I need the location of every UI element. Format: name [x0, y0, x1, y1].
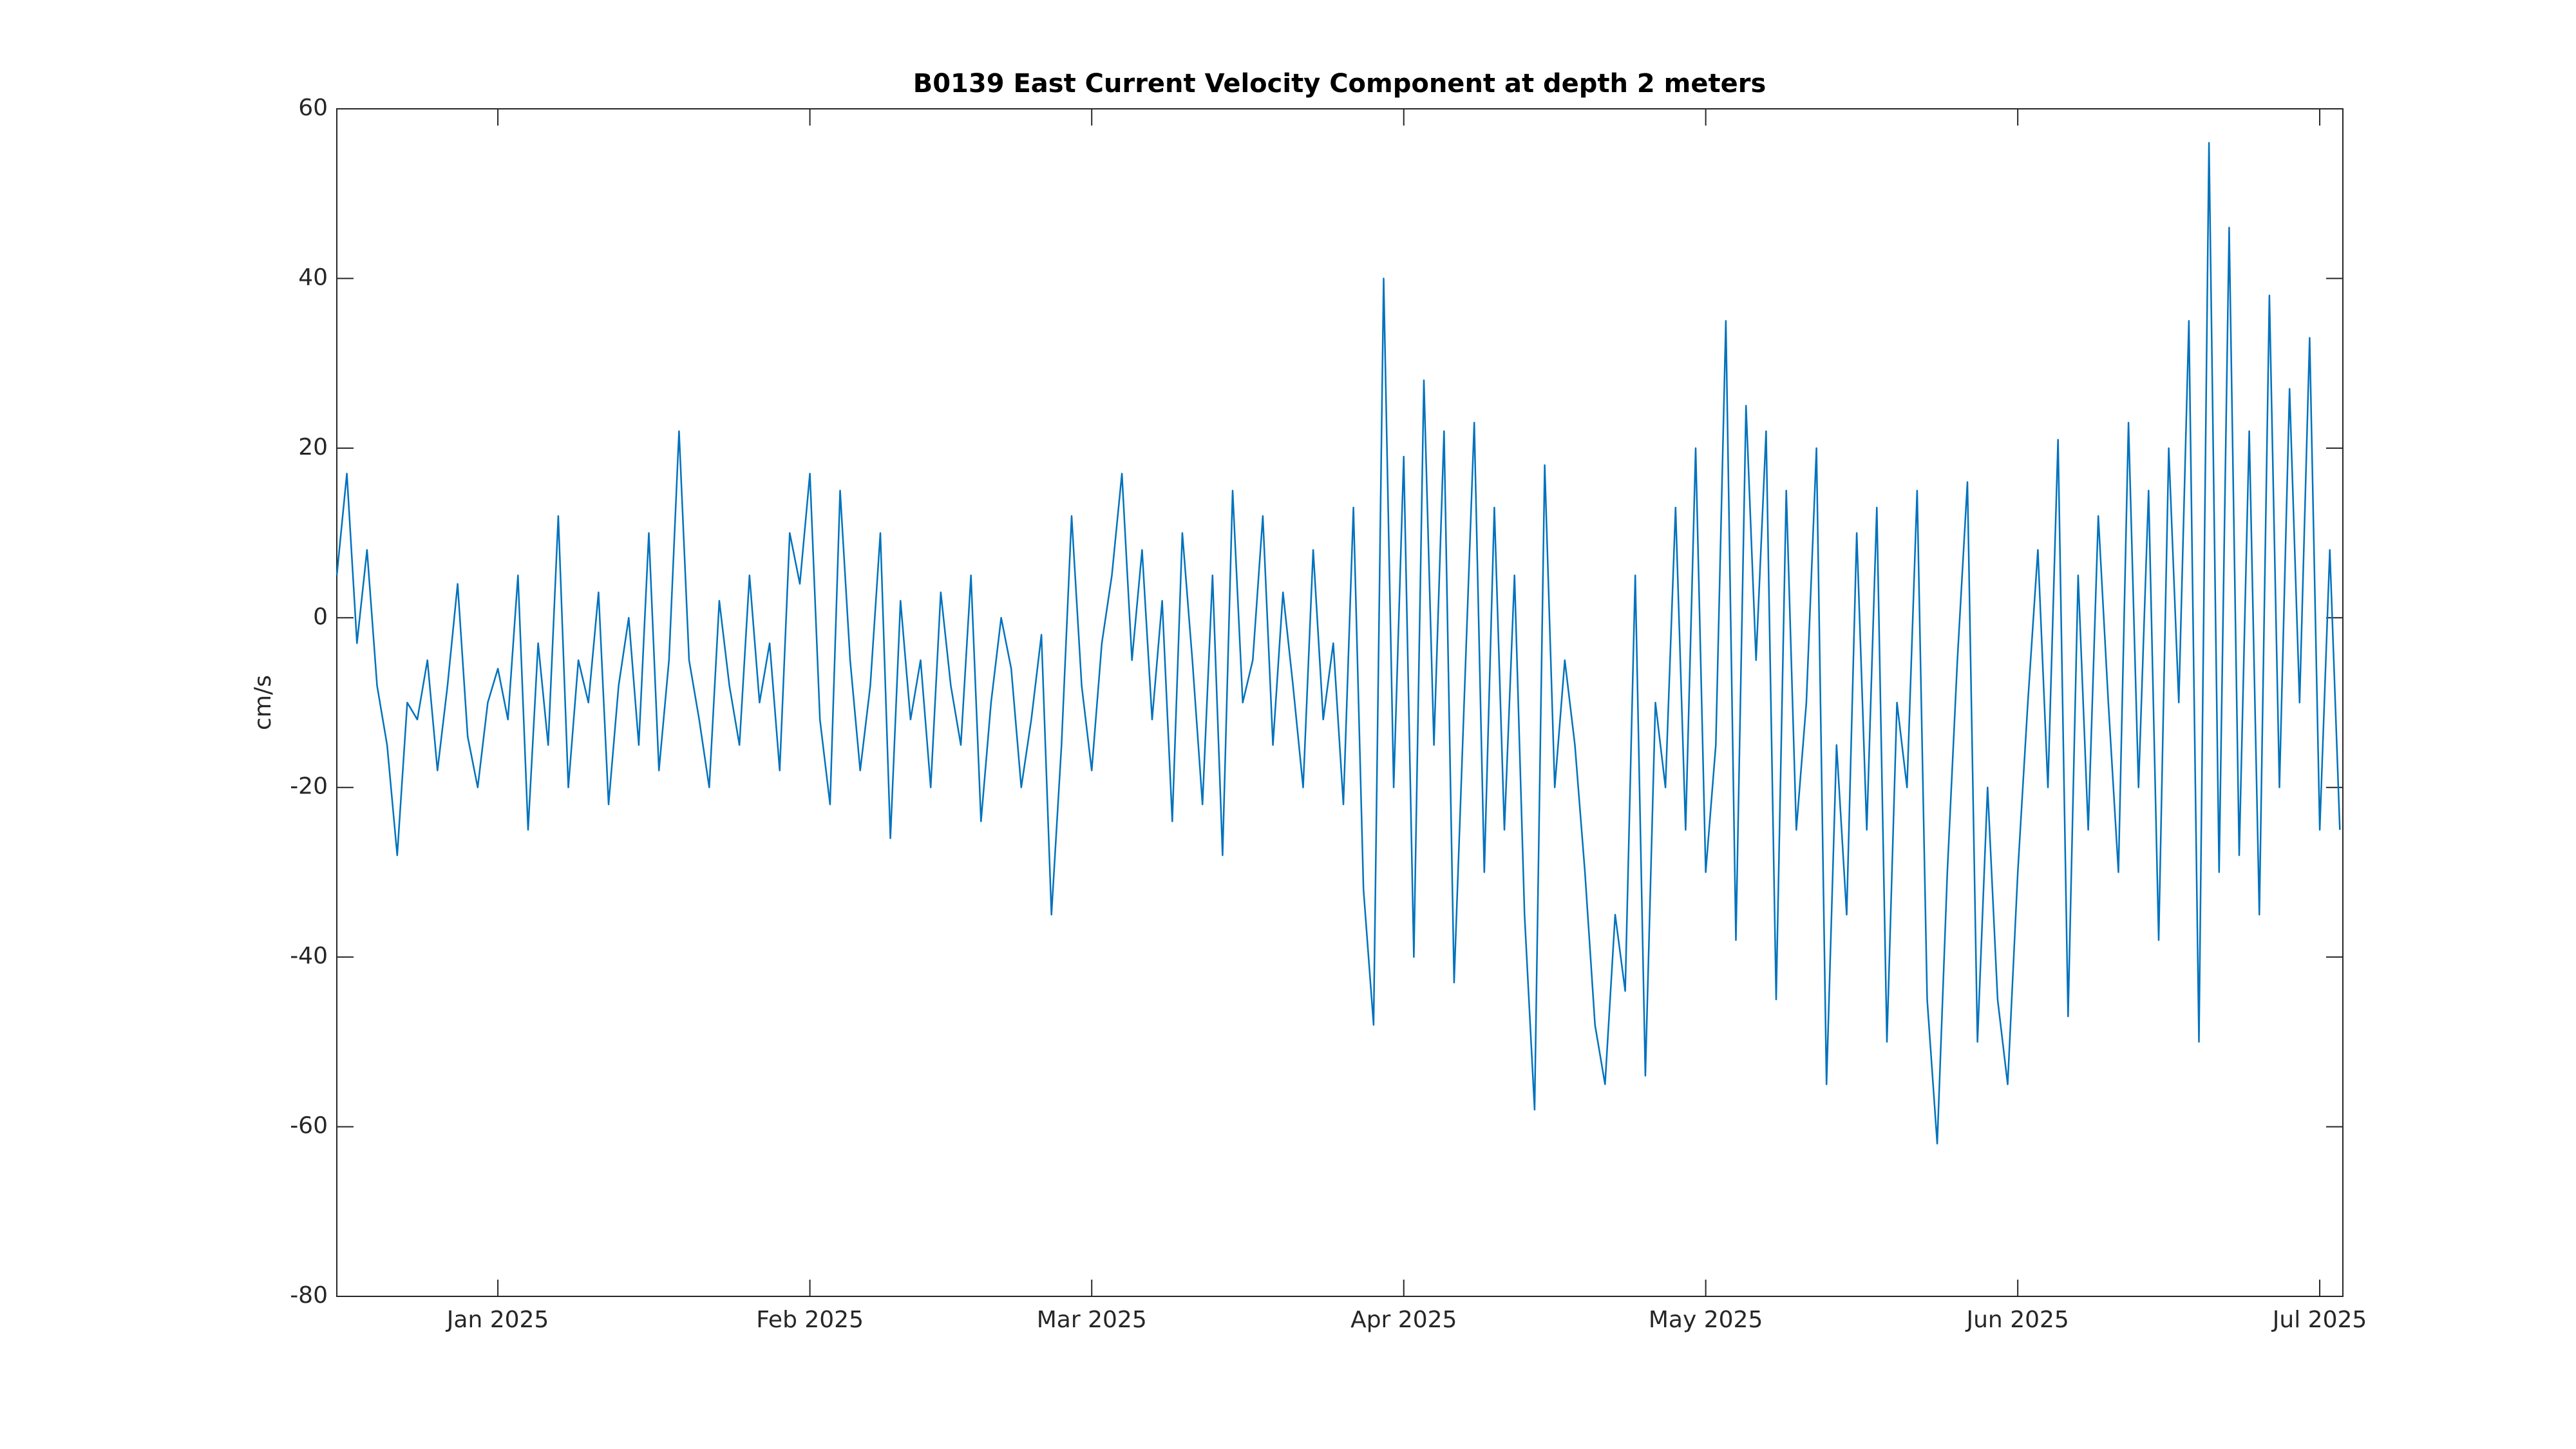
x-tick-label: May 2025: [1649, 1307, 1763, 1333]
y-tick-label: 0: [313, 603, 328, 630]
y-tick-label: -20: [290, 773, 328, 800]
x-tick-label: Mar 2025: [1037, 1307, 1147, 1333]
data-line: [336, 142, 2341, 1145]
x-tick-label: Jun 2025: [1965, 1307, 2069, 1333]
y-axis-label: cm/s: [250, 675, 276, 730]
x-tick-label: Feb 2025: [756, 1307, 864, 1333]
x-tick-label: Jul 2025: [2271, 1307, 2367, 1333]
y-tick-label: 20: [298, 434, 328, 460]
x-tick-label: Jan 2025: [446, 1307, 549, 1333]
y-tick-label: -60: [290, 1113, 328, 1139]
y-tick-label: 40: [298, 264, 328, 290]
y-tick-label: -80: [290, 1282, 328, 1309]
chart-title: B0139 East Current Velocity Component at…: [913, 69, 1766, 99]
x-tick-label: Apr 2025: [1350, 1307, 1457, 1333]
plot-box: [336, 108, 2344, 1297]
y-tick-label: 60: [298, 95, 328, 121]
y-tick-label: -40: [290, 943, 328, 969]
